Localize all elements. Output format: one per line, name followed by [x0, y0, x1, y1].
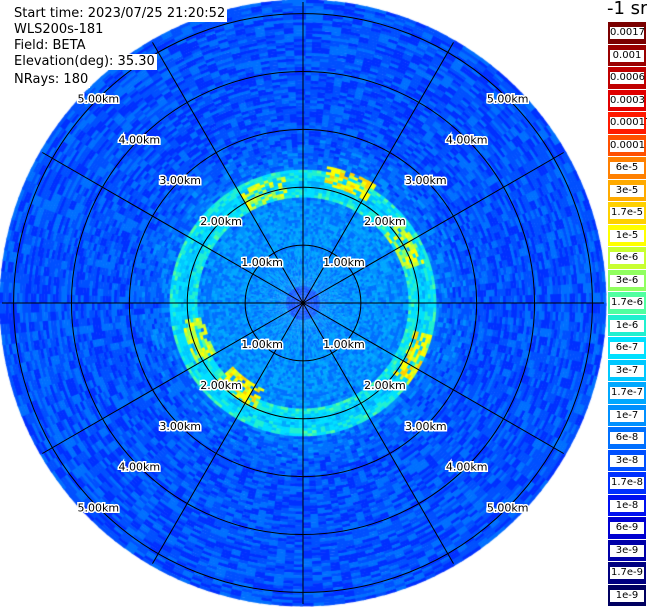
range-label: 3.00km: [159, 174, 201, 187]
range-label: 5.00km: [78, 92, 120, 105]
colorbar-tick-label: 6e-6: [610, 252, 644, 264]
colorbar-tick-label: 1.7e-5: [610, 207, 644, 219]
range-label: 4.00km: [119, 133, 161, 146]
range-label: 3.00km: [405, 420, 447, 433]
range-label: 2.00km: [200, 215, 242, 228]
colorbar-tick-label: 1.7e-7: [610, 387, 644, 399]
range-label: 5.00km: [487, 92, 529, 105]
azimuth-spoke: [152, 42, 304, 304]
colorbar-tick-label: 6e-9: [610, 522, 644, 534]
colorbar-tick-label: 0.00017: [610, 117, 647, 129]
range-label: 2.00km: [200, 379, 242, 392]
range-label: 5.00km: [78, 502, 120, 515]
colorbar-tick-label: 0.0001: [610, 139, 645, 152]
colorbar-tick-label: 3e-6: [610, 274, 644, 287]
range-label: 4.00km: [446, 133, 488, 146]
colorbar-tick-label: 1.7e-9: [610, 567, 644, 579]
azimuth-spoke: [152, 302, 304, 564]
colorbar-tick-label: 1e-6: [610, 319, 644, 332]
colorbar-tick-label: 3e-9: [610, 544, 644, 557]
azimuth-spoke: [302, 42, 454, 304]
colorbar-tick-label: 3e-8: [610, 454, 644, 467]
range-label: 2.00km: [364, 215, 406, 228]
azimuth-spoke: [42, 152, 304, 304]
colorbar-tick-label: 1e-5: [610, 229, 644, 242]
azimuth-spoke: [302, 302, 454, 564]
range-label: 3.00km: [159, 420, 201, 433]
colorbar-tick-label: 1e-7: [610, 409, 644, 422]
colorbar-tick-label: 0.0006: [610, 72, 645, 84]
colorbar-tick-label: 1e-8: [610, 499, 644, 512]
colorbar-tick-label: 1.7e-8: [610, 477, 644, 489]
range-label: 1.00km: [241, 256, 283, 269]
colorbar-tick-label: 0.0003: [610, 94, 645, 107]
instrument-label: WLS200s-181: [12, 22, 106, 38]
range-label: 4.00km: [119, 461, 161, 474]
range-label: 4.00km: [446, 461, 488, 474]
range-label: 1.00km: [323, 338, 365, 351]
colorbar-units: -1 sr: [607, 0, 647, 20]
range-label: 1.00km: [241, 338, 283, 351]
elevation-label: Elevation(deg): 35.30: [12, 54, 157, 70]
ppi-grid-overlay: 1.00km 2.00km 3.00km 4.00km 5.00km 1.00km 2.00…: [2, 2, 604, 604]
range-label: 1.00km: [323, 256, 365, 269]
colorbar-tick-label: 6e-8: [610, 432, 644, 444]
field-label: Field: BETA: [12, 38, 88, 54]
range-label: 5.00km: [487, 502, 529, 515]
colorbar-tick-label: 3e-7: [610, 364, 644, 377]
colorbar-tick-label: 6e-7: [610, 342, 644, 354]
start-time-label: Start time: 2023/07/25 21:20:52: [12, 6, 228, 22]
nrays-label: NRays: 180: [12, 72, 91, 88]
colorbar-tick-label: 1.7e-6: [610, 297, 644, 309]
colorbar-tick-label: 0.001: [610, 49, 644, 62]
azimuth-spoke: [302, 302, 564, 454]
colorbar-tick-label: 1e-9: [610, 589, 644, 602]
colorbar-tick-label: 6e-5: [610, 162, 644, 174]
range-label: 3.00km: [405, 174, 447, 187]
azimuth-spoke: [302, 152, 564, 304]
range-label: 2.00km: [364, 379, 406, 392]
azimuth-spoke: [42, 302, 304, 454]
colorbar-tick-label: 0.0017: [610, 27, 645, 39]
colorbar-tick-label: 3e-5: [610, 184, 644, 197]
